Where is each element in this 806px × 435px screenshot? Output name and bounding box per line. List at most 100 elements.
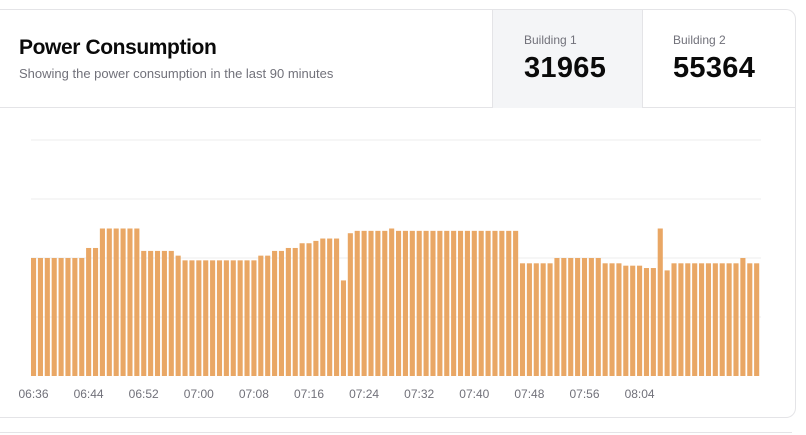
bar[interactable]	[499, 230, 505, 376]
bar[interactable]	[540, 263, 546, 376]
bar[interactable]	[478, 230, 484, 376]
bar[interactable]	[320, 238, 326, 376]
bar[interactable]	[361, 230, 367, 376]
bar[interactable]	[430, 230, 436, 376]
bar[interactable]	[258, 255, 264, 376]
bar[interactable]	[457, 230, 464, 376]
bar[interactable]	[106, 228, 112, 377]
bar[interactable]	[299, 243, 305, 376]
bar[interactable]	[265, 255, 271, 376]
bar[interactable]	[210, 260, 216, 376]
bar[interactable]	[92, 247, 99, 376]
bar[interactable]	[182, 260, 188, 376]
bar[interactable]	[31, 258, 37, 376]
stat-building-2[interactable]: Building 2 55364	[642, 10, 795, 108]
bar[interactable]	[154, 250, 161, 376]
bar[interactable]	[643, 268, 650, 376]
bar[interactable]	[602, 263, 608, 376]
bar[interactable]	[389, 228, 395, 377]
bar[interactable]	[368, 230, 374, 376]
bar[interactable]	[650, 268, 656, 376]
bar[interactable]	[664, 270, 670, 376]
bar[interactable]	[396, 230, 402, 376]
bar[interactable]	[58, 258, 64, 376]
bar[interactable]	[175, 255, 181, 376]
bar[interactable]	[340, 280, 347, 376]
bar[interactable]	[148, 250, 154, 376]
bar[interactable]	[595, 258, 601, 376]
bar[interactable]	[37, 258, 43, 376]
bar[interactable]	[237, 260, 243, 376]
bar[interactable]	[437, 230, 443, 376]
bar[interactable]	[519, 263, 526, 376]
bar[interactable]	[278, 250, 285, 376]
bar[interactable]	[671, 263, 677, 376]
bar[interactable]	[375, 230, 381, 376]
bar[interactable]	[203, 260, 209, 376]
bar[interactable]	[168, 250, 174, 376]
bar[interactable]	[609, 263, 615, 376]
bar[interactable]	[51, 258, 57, 376]
bar[interactable]	[733, 263, 739, 376]
bar[interactable]	[444, 230, 450, 376]
bar[interactable]	[79, 258, 85, 376]
bar[interactable]	[402, 230, 408, 376]
bar[interactable]	[485, 230, 491, 376]
bar[interactable]	[630, 265, 636, 376]
bar[interactable]	[223, 260, 229, 376]
bar[interactable]	[141, 250, 147, 376]
bar[interactable]	[409, 230, 415, 376]
bar[interactable]	[161, 250, 167, 376]
bar[interactable]	[554, 258, 560, 376]
bar[interactable]	[347, 233, 353, 376]
bar[interactable]	[423, 230, 429, 376]
bar[interactable]	[657, 228, 663, 377]
bar[interactable]	[533, 263, 539, 376]
bar[interactable]	[382, 230, 388, 376]
bar[interactable]	[506, 230, 512, 376]
bar[interactable]	[705, 263, 712, 376]
bar[interactable]	[44, 258, 50, 376]
bar[interactable]	[637, 265, 643, 376]
bar[interactable]	[678, 263, 684, 376]
bar[interactable]	[189, 260, 195, 376]
bar[interactable]	[740, 258, 746, 376]
bar[interactable]	[712, 263, 718, 376]
bar[interactable]	[65, 258, 71, 376]
bar[interactable]	[547, 263, 553, 376]
bar[interactable]	[416, 230, 422, 376]
bar[interactable]	[719, 263, 725, 376]
bar[interactable]	[464, 230, 470, 376]
bar[interactable]	[86, 247, 92, 376]
bar[interactable]	[623, 265, 629, 376]
bar[interactable]	[285, 247, 291, 376]
bar[interactable]	[334, 238, 340, 376]
bar[interactable]	[492, 230, 498, 376]
bar[interactable]	[568, 258, 574, 376]
bar[interactable]	[216, 260, 223, 376]
bar[interactable]	[354, 230, 360, 376]
bar[interactable]	[230, 260, 236, 376]
bar[interactable]	[726, 263, 732, 376]
bar[interactable]	[754, 263, 760, 376]
bar[interactable]	[196, 260, 202, 376]
bar[interactable]	[134, 228, 140, 377]
bar[interactable]	[699, 263, 705, 376]
bar[interactable]	[616, 263, 622, 376]
bar[interactable]	[327, 238, 333, 376]
bar[interactable]	[127, 228, 133, 377]
bar[interactable]	[313, 240, 319, 376]
bar[interactable]	[451, 230, 457, 376]
bar[interactable]	[561, 258, 567, 376]
bar[interactable]	[581, 258, 588, 376]
bar[interactable]	[513, 230, 519, 376]
bar[interactable]	[244, 260, 250, 376]
bar[interactable]	[747, 263, 753, 376]
bar[interactable]	[113, 228, 119, 377]
bar[interactable]	[120, 228, 126, 377]
stat-building-1[interactable]: Building 1 31965	[492, 10, 642, 108]
bar[interactable]	[471, 230, 477, 376]
bar[interactable]	[292, 247, 298, 376]
bar[interactable]	[692, 263, 698, 376]
bar[interactable]	[306, 243, 312, 376]
